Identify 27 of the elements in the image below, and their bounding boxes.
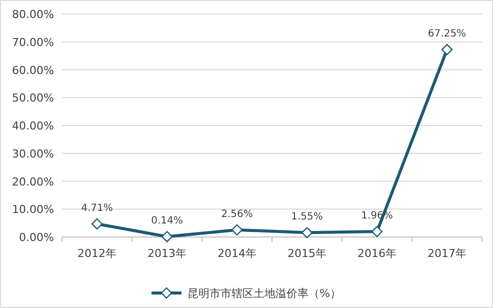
x-tick-label: 2012年 [78,247,116,260]
point [91,218,103,230]
data-label: 2.56% [221,208,253,220]
y-tick-label: 70.00% [12,36,54,49]
y-tick-label: 80.00% [12,8,54,21]
x-tick-label: 2015年 [288,247,326,260]
point [371,226,383,238]
y-tick-label: 60.00% [12,64,54,77]
x-tick-label: 2017年 [428,247,466,260]
data-label: 0.14% [151,216,183,227]
x-tick-label: 2014年 [218,247,256,260]
point [301,227,313,238]
y-tick-label: 0.00% [19,231,54,244]
point [441,44,453,56]
data-label: 67.25% [428,28,466,40]
y-tick-label: 50.00% [12,92,54,105]
point [231,224,243,236]
y-tick-label: 40.00% [12,120,54,132]
data-label: 1.55% [291,212,323,223]
x-tick-label: 2016年 [358,247,396,260]
y-tick-label: 10.00% [12,203,54,216]
point [161,231,173,242]
data-label: 4.71% [81,202,113,214]
x-tick-label: 2013年 [148,247,186,260]
y-tick-label: 20.00% [12,175,54,188]
legend-label: 昆明市市辖区土地溢价率（%） [188,287,341,300]
y-tick-label: 30.00% [12,147,54,160]
